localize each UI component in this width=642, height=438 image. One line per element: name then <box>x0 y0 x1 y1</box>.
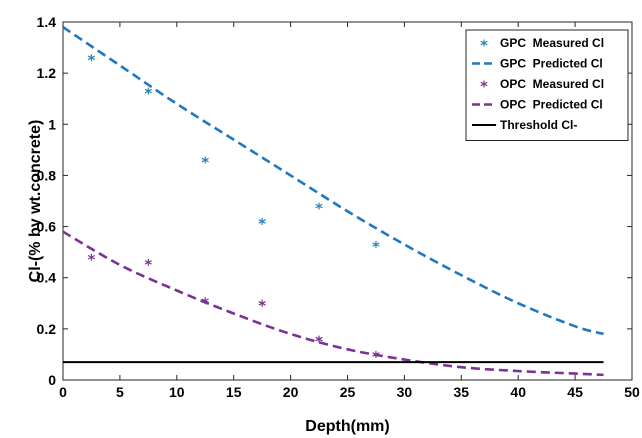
series-line <box>62 230 604 377</box>
legend-label: GPC Predicted Cl <box>500 57 603 71</box>
y-tick-label: 1.2 <box>37 65 57 81</box>
y-tick-label: 1.4 <box>37 14 57 30</box>
y-tick-label: 0.6 <box>37 219 57 235</box>
data-point <box>315 202 323 210</box>
series-1 <box>62 26 604 336</box>
series-3 <box>62 230 604 377</box>
x-tick-label: 40 <box>510 384 526 400</box>
series-layer <box>62 26 604 377</box>
legend-marker <box>480 39 488 47</box>
data-point <box>87 253 96 261</box>
legend-box <box>465 29 629 141</box>
legend: GPC Measured Cl GPC Predicted Cl OPC Measu… <box>465 29 629 141</box>
legend-label: Threshold Cl- <box>500 118 577 132</box>
data-point <box>258 217 266 225</box>
x-tick-label: 0 <box>59 384 67 400</box>
y-axis-ticks: 0 0.2 0.4 0.6 0.8 1 1.2 1.4 <box>37 14 632 388</box>
y-tick-label: 0 <box>48 372 56 388</box>
x-tick-label: 35 <box>454 384 470 400</box>
x-tick-label: 25 <box>340 384 356 400</box>
legend-label: GPC Measured Cl <box>500 36 604 50</box>
series-line <box>62 26 604 336</box>
series-0 <box>87 54 380 248</box>
data-point <box>144 87 152 95</box>
x-axis-ticks: 0 5 10 15 20 25 30 35 40 45 50 <box>59 22 640 400</box>
x-tick-label: 30 <box>397 384 413 400</box>
legend-item: GPC Measured Cl <box>480 36 604 50</box>
data-point <box>201 156 209 164</box>
legend-item: GPC Predicted Cl <box>472 57 603 71</box>
x-tick-label: 10 <box>169 384 185 400</box>
data-point <box>315 335 323 343</box>
y-tick-label: 0.4 <box>37 270 57 286</box>
y-axis-title: Cl-(% by wt.concrete) <box>27 120 44 283</box>
data-point <box>87 54 96 62</box>
data-point <box>258 299 266 307</box>
data-point <box>144 258 152 266</box>
x-tick-label: 50 <box>624 384 640 400</box>
y-tick-label: 1 <box>48 116 56 132</box>
legend-item: OPC Measured Cl <box>480 77 604 91</box>
y-tick-label: 0.2 <box>37 321 57 337</box>
legend-item: OPC Predicted Cl <box>472 98 603 112</box>
x-tick-label: 15 <box>226 384 242 400</box>
x-tick-label: 5 <box>116 384 124 400</box>
data-point <box>372 240 380 248</box>
y-tick-label: 0.8 <box>37 167 57 183</box>
legend-label: OPC Predicted Cl <box>500 98 603 112</box>
legend-marker <box>480 80 488 88</box>
x-tick-label: 20 <box>283 384 299 400</box>
x-axis-title: Depth(mm) <box>305 418 389 435</box>
legend-label: OPC Measured Cl <box>500 77 604 91</box>
x-tick-label: 45 <box>567 384 583 400</box>
legend-item: Threshold Cl- <box>472 118 577 132</box>
